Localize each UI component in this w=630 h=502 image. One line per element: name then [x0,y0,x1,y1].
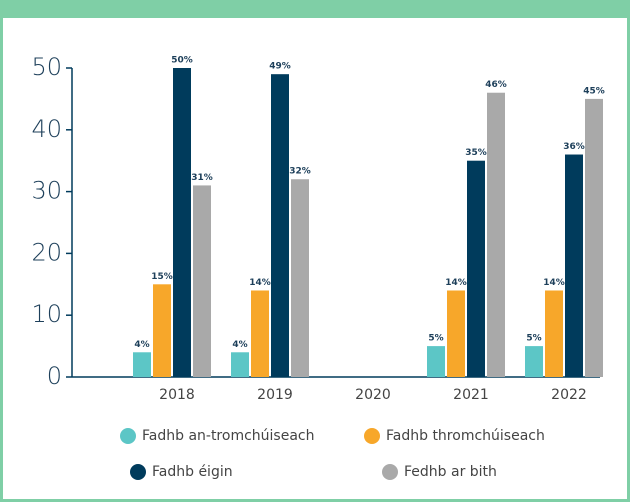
bar [173,68,191,377]
data-label: 46% [485,80,507,90]
data-label: 15% [151,272,173,282]
bar [545,290,563,377]
x-tick-label: 2018 [159,387,195,403]
legend-label: Fadhb éigin [152,464,233,480]
bar [271,74,289,378]
bar [291,179,309,377]
data-label: 36% [563,142,585,152]
data-label: 14% [543,278,565,288]
legend-swatch [130,464,146,480]
data-label: 35% [465,148,487,158]
bar [231,352,249,377]
data-label: 31% [191,173,213,183]
data-label: 14% [249,278,271,288]
data-label: 4% [232,340,247,350]
data-label: 50% [171,56,193,66]
x-tick-label: 2021 [453,387,489,403]
y-tick-label: 40 [31,115,62,143]
y-tick-label: 10 [31,300,62,328]
data-label: 45% [583,86,605,96]
legend-label: Fadhb thromchúiseach [386,428,545,444]
x-tick-label: 2020 [355,387,391,403]
bar [193,185,211,377]
bar [525,346,543,377]
y-tick-label: 50 [31,53,62,81]
legend-label: Fadhb an-tromchúiseach [142,428,314,444]
data-label: 14% [445,278,467,288]
legend-swatch [382,464,398,480]
bar [487,92,505,377]
data-label: 5% [428,334,443,344]
bar [447,290,465,377]
header-band [0,0,630,18]
bar [565,154,583,377]
x-tick-label: 2022 [551,387,587,403]
legend-swatch [364,428,380,444]
data-label: 49% [269,62,291,72]
y-tick-label: 0 [47,362,62,390]
x-tick-label: 2019 [257,387,293,403]
y-tick-label: 30 [31,177,62,205]
legend-swatch [120,428,136,444]
data-label: 4% [134,340,149,350]
bar [133,352,151,377]
bar [585,98,603,378]
bar [427,346,445,377]
legend-label: Fedhb ar bith [404,464,497,480]
data-label: 32% [289,167,311,177]
bar [153,284,171,377]
data-label: 5% [526,334,541,344]
y-tick-label: 20 [31,238,62,266]
bar [251,290,269,377]
bar [467,160,485,377]
